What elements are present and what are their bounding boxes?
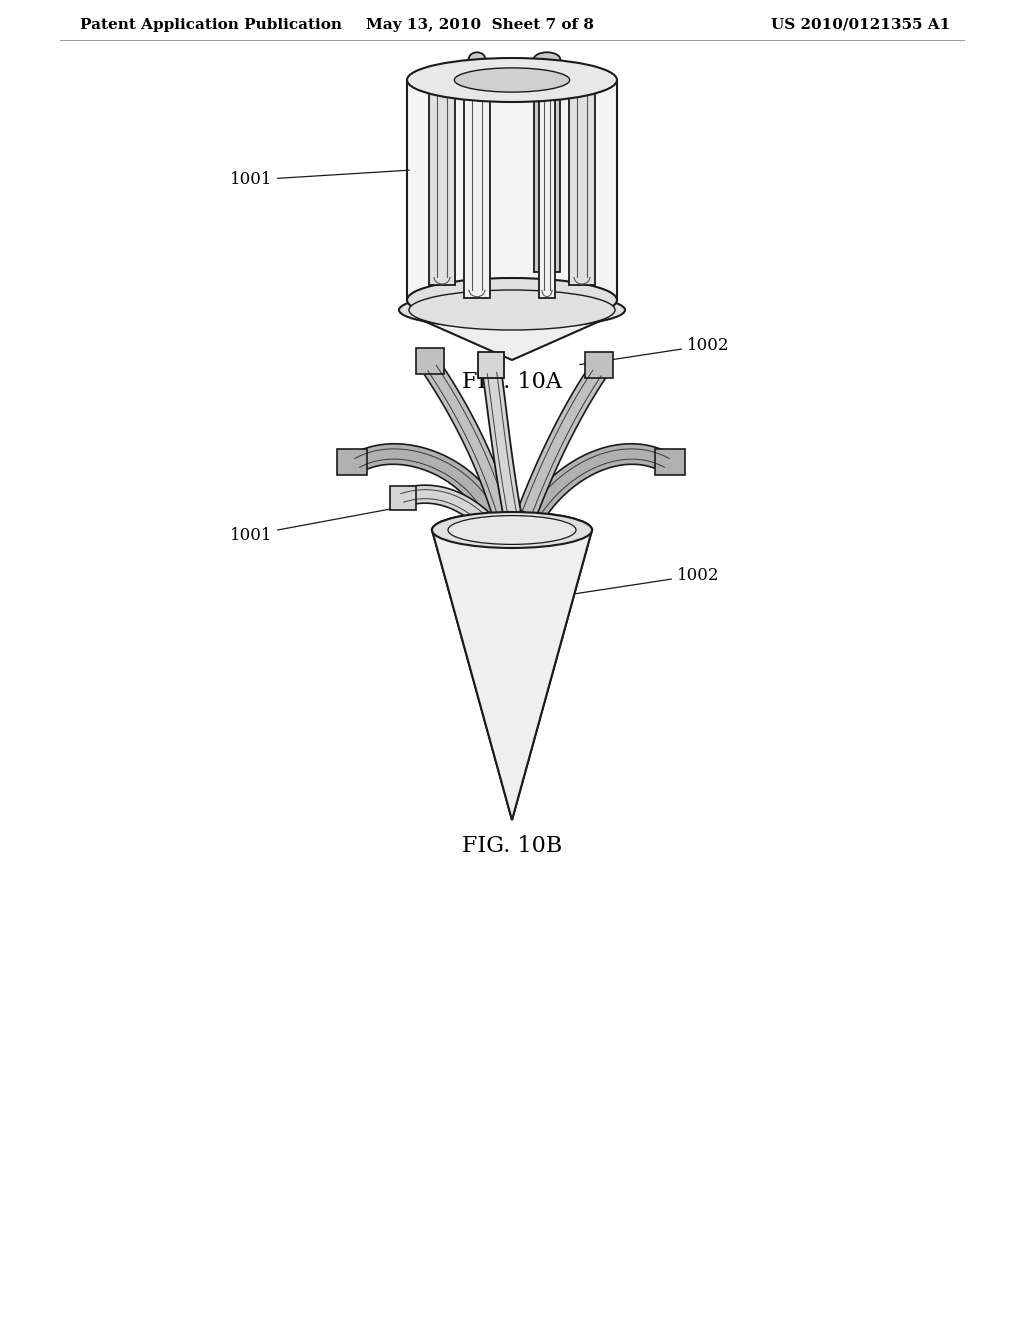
Text: FIG. 10B: FIG. 10B	[462, 836, 562, 857]
Ellipse shape	[449, 516, 575, 544]
Text: Patent Application Publication: Patent Application Publication	[80, 18, 342, 32]
Ellipse shape	[464, 78, 490, 91]
Text: 1001: 1001	[229, 506, 410, 544]
Ellipse shape	[534, 53, 560, 66]
Bar	[464, 84, 490, 298]
Text: 1002: 1002	[569, 566, 720, 594]
Polygon shape	[482, 372, 521, 515]
FancyBboxPatch shape	[416, 348, 444, 374]
Ellipse shape	[409, 290, 615, 330]
Polygon shape	[352, 444, 502, 523]
FancyBboxPatch shape	[390, 486, 416, 510]
Ellipse shape	[407, 279, 617, 322]
Polygon shape	[424, 363, 512, 516]
Bar	[539, 84, 555, 298]
Polygon shape	[518, 367, 605, 516]
Text: US 2010/0121355 A1: US 2010/0121355 A1	[771, 18, 950, 32]
FancyBboxPatch shape	[337, 449, 367, 475]
Bar	[534, 59, 560, 272]
Text: FIG. 10A: FIG. 10A	[462, 371, 562, 393]
Polygon shape	[522, 444, 672, 524]
FancyBboxPatch shape	[478, 352, 504, 378]
Ellipse shape	[399, 292, 625, 327]
Polygon shape	[399, 310, 625, 360]
Ellipse shape	[432, 512, 592, 548]
FancyBboxPatch shape	[655, 449, 685, 475]
Ellipse shape	[539, 78, 555, 91]
Ellipse shape	[469, 53, 485, 66]
Polygon shape	[399, 486, 494, 529]
Polygon shape	[432, 531, 592, 820]
Text: May 13, 2010  Sheet 7 of 8: May 13, 2010 Sheet 7 of 8	[366, 18, 594, 32]
Text: 1002: 1002	[580, 337, 729, 364]
Ellipse shape	[429, 65, 456, 79]
Bar	[469, 59, 485, 272]
Text: 1001: 1001	[229, 170, 410, 189]
Bar	[429, 73, 456, 285]
Ellipse shape	[407, 58, 617, 102]
FancyBboxPatch shape	[585, 352, 613, 378]
Ellipse shape	[568, 65, 595, 79]
Bar	[568, 73, 595, 285]
Polygon shape	[432, 531, 592, 820]
Ellipse shape	[432, 512, 592, 548]
Bar	[407, 81, 617, 300]
Ellipse shape	[455, 67, 569, 92]
